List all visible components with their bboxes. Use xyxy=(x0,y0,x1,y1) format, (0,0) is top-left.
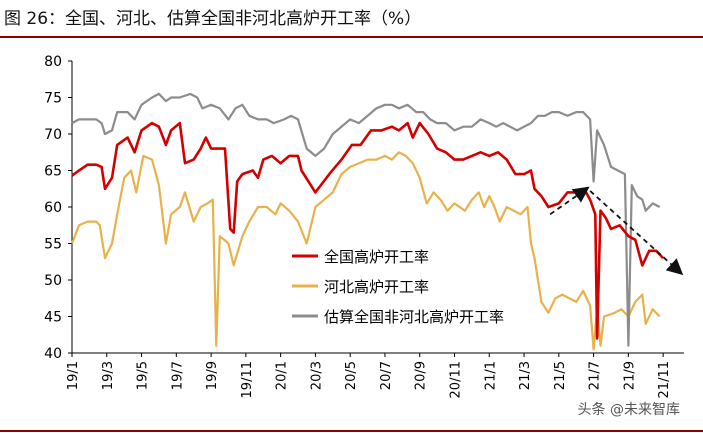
chart-annotations xyxy=(549,186,684,276)
y-tick-label: 65 xyxy=(44,164,62,180)
x-tick-label: 20/9 xyxy=(414,361,429,390)
watermark: 头条 @未来智库 xyxy=(574,398,683,420)
trend-arrow-1 xyxy=(589,190,684,276)
y-tick-label: 55 xyxy=(44,237,62,253)
y-tick-label: 50 xyxy=(44,273,62,289)
x-tick-label: 21/7 xyxy=(588,361,603,390)
series-line-0 xyxy=(71,121,665,340)
x-tick-label: 20/7 xyxy=(379,361,394,390)
legend-label-1: 河北高炉开工率 xyxy=(324,278,429,296)
legend-label-2: 估算全国非河北高炉开工率 xyxy=(324,308,504,326)
x-tick-label: 21/9 xyxy=(622,361,637,390)
y-tick-label: 40 xyxy=(44,346,62,362)
x-tick-label: 19/7 xyxy=(170,361,185,390)
x-tick-label: 21/1 xyxy=(483,361,498,390)
x-tick-label: 19/3 xyxy=(101,361,116,390)
trend-arrow-0 xyxy=(549,186,590,216)
x-tick-label: 19/9 xyxy=(205,361,220,390)
y-tick-label: 60 xyxy=(44,200,62,216)
x-tick-label: 20/3 xyxy=(309,361,324,390)
x-tick-label: 19/5 xyxy=(136,361,151,390)
y-tick-label: 80 xyxy=(44,54,62,70)
bottom-divider xyxy=(0,430,703,432)
x-tick-label: 21/5 xyxy=(553,361,568,390)
legend-label-0: 全国高炉开工率 xyxy=(324,248,429,266)
series-line-2 xyxy=(71,92,661,347)
title-divider xyxy=(0,36,703,38)
x-tick-label: 20/1 xyxy=(275,361,290,390)
chart-title: 图 26：全国、河北、估算全国非河北高炉开工率（%） xyxy=(4,9,422,29)
x-tick-label: 19/11 xyxy=(240,361,255,398)
y-tick-label: 75 xyxy=(44,91,62,107)
chart-axes: 40 45 50 55 60 65 70 75 80 19/1 19/3 19/5 19/7 19/9 19… xyxy=(44,54,684,398)
x-tick-label: 20/11 xyxy=(449,361,464,398)
y-tick-label: 45 xyxy=(44,310,62,326)
series-line-1 xyxy=(70,151,661,351)
x-tick-label: 20/5 xyxy=(344,361,359,390)
y-tick-label: 70 xyxy=(44,127,62,143)
x-tick-label: 19/1 xyxy=(66,361,81,390)
x-tick-label: 21/3 xyxy=(518,361,533,390)
x-tick-label: 21/11 xyxy=(657,361,672,398)
